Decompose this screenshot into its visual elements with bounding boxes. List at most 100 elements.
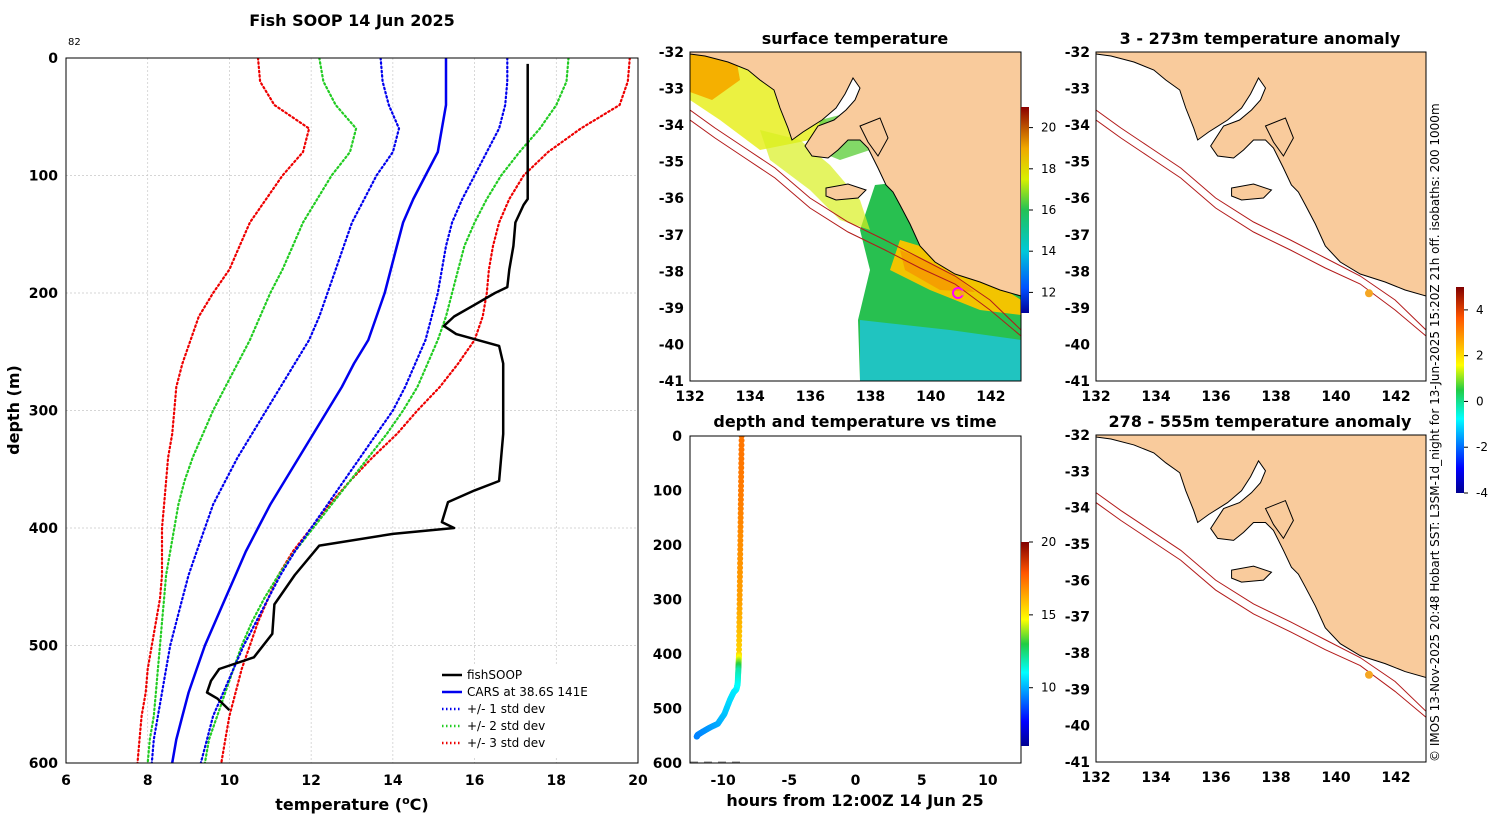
sst-map-panel: 132 134 136 138 140 142 -32 -33 -34 -35 -36 -37 -38 -… [659, 29, 1057, 405]
dt-point [736, 628, 743, 635]
map-ytick-label: -35 [1065, 155, 1090, 171]
dt-colorbar-ticks: 20 15 10 [1029, 535, 1056, 695]
dt-point [737, 487, 744, 494]
dt-xtick-label: -5 [782, 773, 798, 789]
profile-xlabel-sup: o [402, 794, 410, 807]
dt-point [736, 587, 743, 594]
credit-text: © IMOS 13-Nov-2025 20:48 Hobart SST: L3S… [1428, 103, 1442, 762]
colorbar-tick-label: 15 [1041, 608, 1056, 622]
dt-point [738, 473, 745, 480]
sst-position-dot [959, 290, 965, 296]
map-ytick-label: -36 [1065, 573, 1090, 589]
colorbar-tick-label: 10 [1041, 681, 1056, 695]
anomaly-isobath-200 [1096, 492, 1426, 712]
dt-point [738, 455, 745, 462]
dt-point [737, 564, 744, 571]
anomaly-peninsula [1264, 499, 1294, 540]
map-ytick-label: -35 [1065, 537, 1090, 553]
dt-xtick-label: -10 [710, 773, 736, 789]
map-xtick-label: 134 [1141, 770, 1170, 786]
series-plus3-std [220, 58, 631, 763]
profile-ylabel: depth (m) [4, 365, 23, 455]
a1-frame [1095, 51, 1427, 382]
dt-point [736, 578, 743, 585]
map-xtick-label: 136 [1201, 770, 1230, 786]
map-ytick-label: -32 [659, 45, 684, 61]
map-xtick-label: 140 [1321, 770, 1350, 786]
dt-title: depth and temperature vs time [713, 412, 996, 431]
sst-patch-orange-nw [690, 52, 740, 100]
dt-point [736, 646, 743, 653]
colorbar-tick-label: 20 [1041, 121, 1056, 135]
dt-ytick-label: 200 [653, 538, 682, 554]
map-ytick-label: -34 [659, 118, 685, 134]
map-ytick-label: -34 [1065, 118, 1091, 134]
sst-patch-cyan-south [860, 320, 1021, 381]
a2-frame [1095, 434, 1427, 763]
a1-colorbar-ticks: 4 2 0 -2 -4 [1464, 303, 1488, 500]
dt-point [737, 555, 744, 562]
anomaly-position-marker [1365, 670, 1373, 679]
map-ytick-label: -32 [1065, 45, 1090, 61]
map-ytick-label: -33 [1065, 82, 1090, 98]
legend-label-cars: CARS at 38.6S 141E [467, 685, 588, 699]
dt-point [736, 619, 743, 626]
dt-point [736, 601, 743, 608]
a1-title: 3 - 273m temperature anomaly [1120, 29, 1401, 48]
dt-point [737, 523, 744, 530]
map-xtick-label: 138 [856, 389, 885, 405]
dt-point [737, 528, 744, 535]
anomaly-peninsula [1264, 117, 1294, 157]
dt-ytick-label: 600 [653, 756, 682, 772]
profile-ytick-label: 600 [29, 756, 58, 772]
dt-point [738, 469, 745, 476]
anomaly-island [1231, 183, 1273, 201]
legend-label-std2: +/- 2 std dev [467, 719, 545, 733]
anomaly-lower-panel: 132 134 136 138 140 142 -32 -33 -34 -35 -36 -37 -38 -… [1065, 412, 1427, 786]
map-ytick-label: -38 [1065, 646, 1090, 662]
legend-label-std1: +/- 1 std dev [467, 702, 545, 716]
map-ytick-label: -39 [1065, 682, 1090, 698]
profile-xtick-label: 12 [301, 773, 320, 789]
profile-legend: fishSOOP CARS at 38.6S 141E +/- 1 std de… [436, 664, 616, 756]
colorbar-tick-label: 18 [1041, 162, 1056, 176]
dt-point [736, 591, 743, 598]
map-ytick-label: -40 [659, 337, 685, 353]
dt-ytick-label: 0 [672, 429, 682, 445]
anomaly-upper-panel: 132 134 136 138 140 142 -32 -33 -34 -35 -36 -37 -38 -… [1065, 29, 1488, 500]
colorbar-tick-label: -2 [1476, 440, 1488, 454]
dt-point [737, 537, 744, 544]
dt-point [737, 532, 744, 539]
dt-point [738, 464, 745, 471]
profile-ytick-label: 500 [29, 639, 58, 655]
legend-label-std3: +/- 3 std dev [467, 736, 545, 750]
dt-xlabel: hours from 12:00Z 14 Jun 25 [726, 791, 983, 810]
profile-lines [136, 58, 631, 763]
map-xtick-label: 132 [675, 389, 704, 405]
map-xtick-label: 134 [1141, 389, 1170, 405]
profile-title: Fish SOOP 14 Jun 2025 [249, 11, 455, 30]
legend-label-fish: fishSOOP [467, 668, 522, 682]
dt-point [736, 623, 743, 630]
anomaly-island [1231, 565, 1273, 583]
map-ytick-label: -41 [1065, 374, 1090, 390]
map-ytick-label: -36 [659, 191, 684, 207]
map-ytick-label: -37 [1065, 228, 1090, 244]
map-ytick-label: -37 [1065, 610, 1090, 626]
profile-ytick-label: 100 [29, 169, 58, 185]
map-xtick-label: 142 [976, 389, 1005, 405]
dt-point [736, 569, 743, 576]
dt-point [736, 582, 743, 589]
map-ytick-label: -32 [1065, 428, 1090, 444]
map-ytick-label: -38 [659, 264, 684, 280]
dt-point [738, 482, 745, 489]
profile-xtick-label: 6 [61, 773, 71, 789]
dt-point [738, 451, 745, 458]
series-fishsoop [205, 63, 529, 712]
dt-point [737, 510, 744, 517]
map-xtick-label: 138 [1261, 389, 1290, 405]
dt-ytick-label: 400 [653, 647, 682, 663]
map-ytick-label: -38 [1065, 264, 1090, 280]
